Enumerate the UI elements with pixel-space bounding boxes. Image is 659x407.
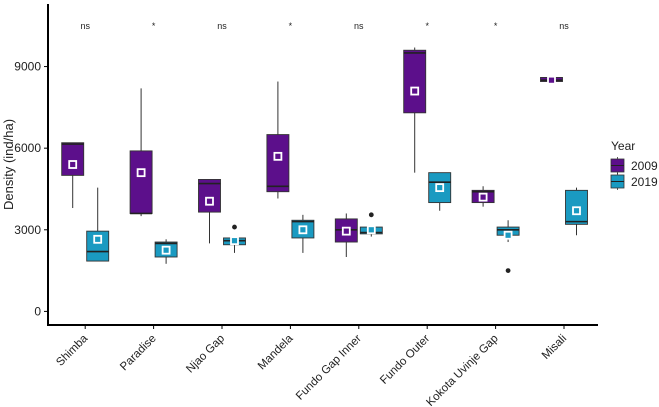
box-2009-kokota-uvinje-gap [471,186,495,207]
y-tick-label: 6000 [14,141,41,155]
legend-entry-2019: 2019 [610,173,658,190]
x-tick-label: Fundo Gap Inner [294,333,364,403]
legend-title: Year [611,139,635,153]
x-tick-label: Misali [540,333,569,362]
mean-marker [68,160,78,169]
box-2019-fundo-gap-inner [359,212,383,237]
x-tick-label: Njao Gap [184,333,227,376]
significance-label: * [152,21,156,31]
y-tick-label: 9000 [14,60,41,74]
mean-marker [435,183,445,193]
box-2019-misali [565,187,588,236]
box-iqr [86,230,110,262]
legend: Year 2009 2019 [610,139,658,190]
box-iqr [61,142,85,176]
mean-marker [136,168,146,178]
box-iqr [266,134,290,193]
outlier-point [368,212,374,218]
box-layer [61,47,588,273]
x-tick-label: Shimba [54,332,90,368]
box-2009-mandela [266,81,290,199]
box-2019-njao-gap [223,224,246,253]
y-tick-label: 3000 [14,223,41,237]
box-iqr [129,150,153,214]
y-tick-label: 0 [34,304,41,318]
mean-marker [478,192,488,202]
box-iqr [403,49,427,114]
mean-marker [366,225,376,235]
box-2009-misali [540,75,563,85]
mean-marker [410,86,420,96]
mean-marker [205,196,214,206]
mean-marker [230,236,239,246]
x-tick-label: Kokota Uvinje Gap [424,333,500,407]
significance-label: ns [80,21,90,31]
box-2019-paradise [154,239,178,264]
legend-label: 2019 [631,175,658,189]
outlier-point [505,268,511,273]
mean-marker [547,75,556,85]
mean-marker [93,234,103,244]
box-2019-fundo-outer [428,172,452,211]
mean-marker [341,226,351,236]
y-axis-title: Density (ind/ha) [1,119,16,210]
significance-label: ns [217,21,227,31]
box-2009-fundo-gap-inner [334,213,358,257]
mean-marker [572,206,581,216]
x-tick-label: Paradise [118,333,159,374]
significance-label: * [425,21,429,31]
x-tick-label: Mandela [256,332,296,372]
mean-marker [273,151,283,161]
box-2009-paradise [129,88,153,217]
axes [44,4,598,329]
legend-entry-2009: 2009 [610,157,658,174]
box-2019-shimba [86,187,110,262]
box-2009-shimba [61,142,85,209]
mean-marker [161,245,171,255]
legend-label: 2009 [631,159,658,173]
outlier-point [232,224,237,230]
box-2019-kokota-uvinje-gap [496,220,520,273]
x-tick-label: Fundo Outer [378,333,432,387]
mean-marker [298,225,308,235]
box-iqr [198,179,221,213]
significance-label: * [289,21,293,31]
box-2019-mandela [291,214,315,253]
significance-label: * [494,21,498,31]
mean-marker [503,230,513,240]
significance-label: ns [354,21,364,31]
box-2009-fundo-outer [403,47,427,173]
significance-label: ns [559,21,569,31]
labels: 0 3000 6000 9000 Shimba ns Paradise * Njao Gap ns… [1,21,569,407]
box-2009-njao-gap [198,179,221,244]
